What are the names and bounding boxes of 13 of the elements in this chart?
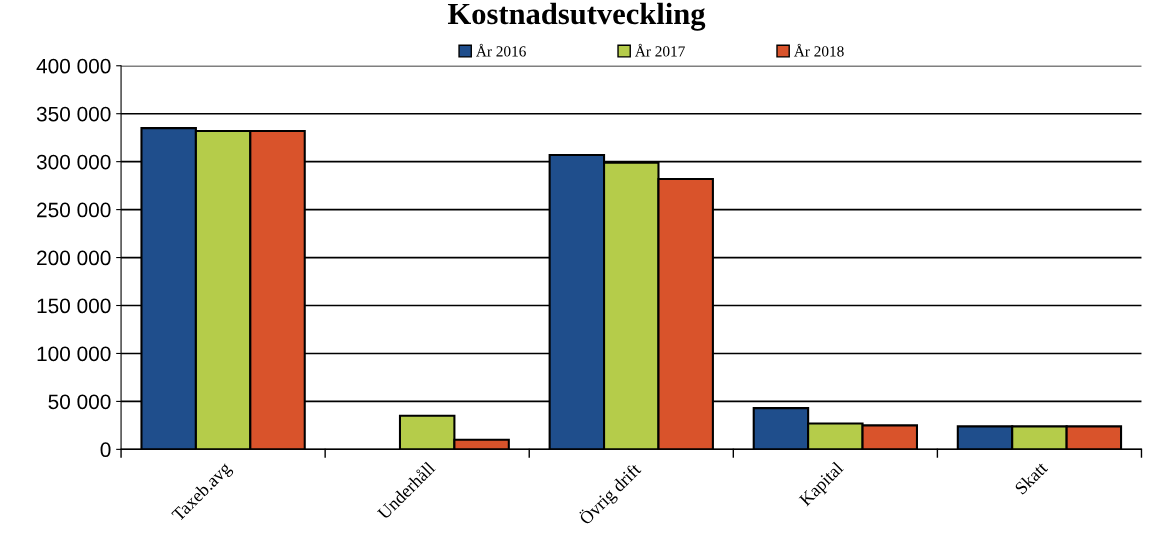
y-tick-label: 150 000 xyxy=(37,298,111,314)
y-tick-label: 100 000 xyxy=(37,346,111,362)
legend-label: År 2016 xyxy=(476,43,526,57)
y-tick-label: 250 000 xyxy=(37,202,111,218)
y-tick-label: 200 000 xyxy=(37,250,111,266)
y-tick-label: 300 000 xyxy=(36,154,111,170)
y-tick-label: 50 000 xyxy=(48,394,111,410)
y-tick-label: 400 000 xyxy=(36,58,111,74)
legend-label: År 2018 xyxy=(793,43,844,57)
chart-title: Kostnadsutveckling xyxy=(447,2,706,31)
y-tick-label: 350 000 xyxy=(36,106,111,122)
y-tick-label: 0 xyxy=(100,442,111,458)
legend-label: År 2017 xyxy=(634,43,685,57)
